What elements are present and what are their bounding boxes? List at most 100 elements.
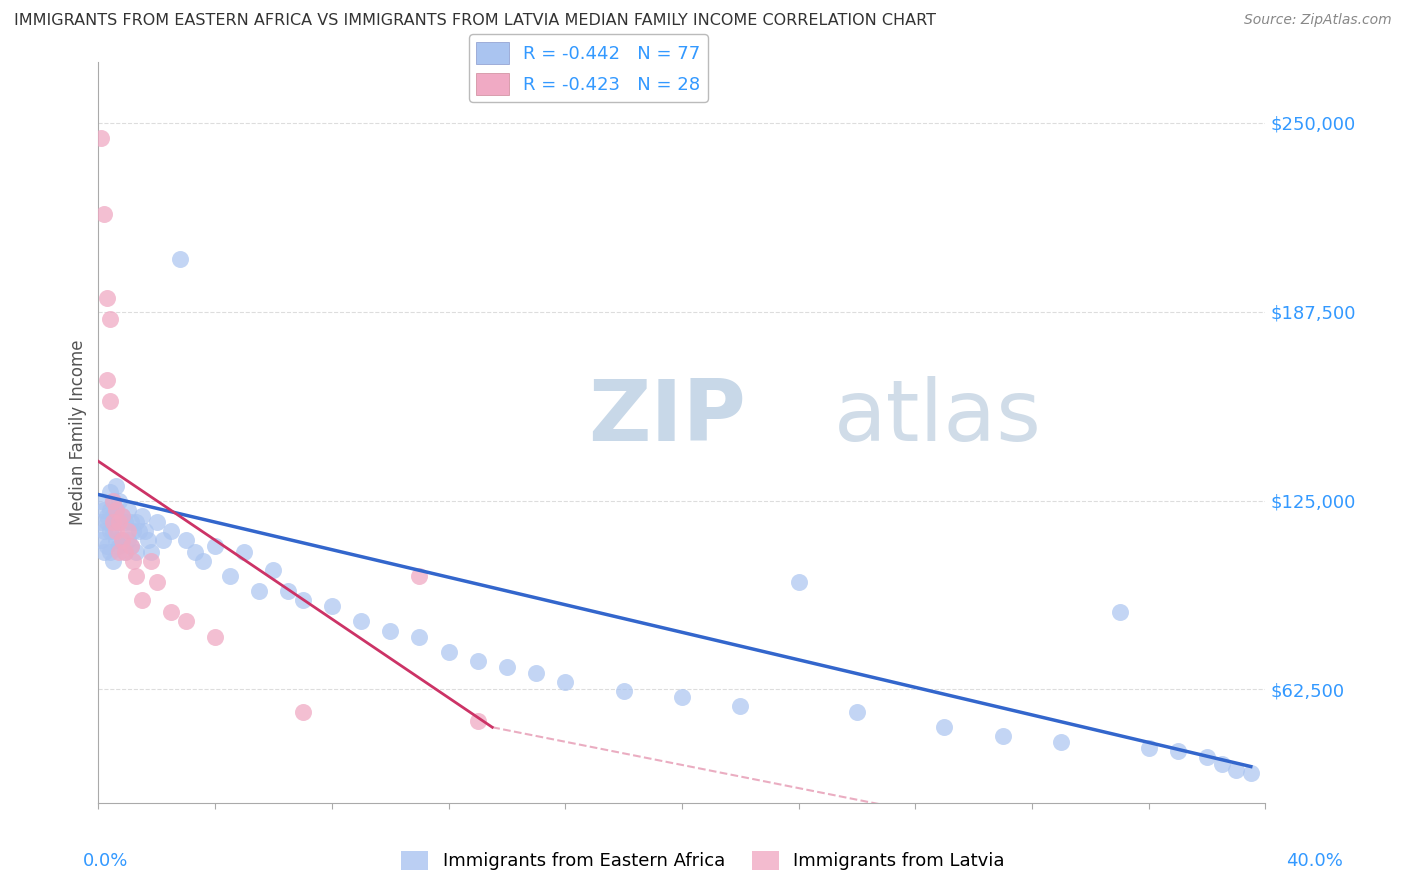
- Point: [98, 502, 121, 516]
- Point: [1211, 756, 1233, 771]
- Point: [90, 533, 112, 547]
- Point: [90, 493, 112, 508]
- Point: [93, 524, 115, 538]
- Point: [1167, 744, 1189, 758]
- Point: [554, 674, 576, 689]
- Point: [90, 515, 112, 529]
- Point: [218, 569, 240, 583]
- Point: [1137, 741, 1160, 756]
- Point: [1225, 763, 1247, 777]
- Point: [101, 524, 124, 538]
- Point: [101, 554, 124, 568]
- Point: [134, 524, 156, 538]
- Point: [120, 515, 142, 529]
- Point: [408, 630, 430, 644]
- Point: [111, 508, 134, 523]
- Point: [277, 584, 299, 599]
- Legend: Immigrants from Eastern Africa, Immigrants from Latvia: Immigrants from Eastern Africa, Immigran…: [394, 844, 1012, 878]
- Point: [160, 524, 183, 538]
- Point: [117, 533, 139, 547]
- Point: [122, 554, 145, 568]
- Point: [104, 502, 127, 516]
- Point: [122, 524, 145, 538]
- Point: [96, 515, 118, 529]
- Point: [125, 515, 148, 529]
- Point: [291, 593, 314, 607]
- Point: [1108, 606, 1130, 620]
- Point: [96, 539, 118, 553]
- Point: [174, 615, 197, 629]
- Point: [101, 508, 124, 523]
- Point: [98, 484, 121, 499]
- Point: [146, 515, 169, 529]
- Point: [111, 508, 134, 523]
- Point: [128, 524, 150, 538]
- Text: atlas: atlas: [834, 376, 1042, 459]
- Legend: R = -0.442   N = 77, R = -0.423   N = 28: R = -0.442 N = 77, R = -0.423 N = 28: [470, 35, 707, 102]
- Point: [96, 508, 118, 523]
- Point: [125, 569, 148, 583]
- Point: [108, 493, 131, 508]
- Point: [291, 705, 314, 719]
- Point: [101, 493, 124, 508]
- Text: 0.0%: 0.0%: [83, 852, 128, 870]
- Point: [93, 206, 115, 220]
- Text: ZIP: ZIP: [589, 376, 747, 459]
- Point: [350, 615, 373, 629]
- Point: [120, 539, 142, 553]
- Point: [139, 554, 162, 568]
- Point: [125, 545, 148, 559]
- Point: [408, 569, 430, 583]
- Point: [98, 524, 121, 538]
- Point: [90, 131, 112, 145]
- Point: [247, 584, 270, 599]
- Point: [787, 575, 810, 590]
- Point: [467, 654, 489, 668]
- Point: [496, 660, 519, 674]
- Point: [160, 606, 183, 620]
- Point: [139, 545, 162, 559]
- Point: [467, 714, 489, 729]
- Point: [104, 524, 127, 538]
- Point: [98, 545, 121, 559]
- Point: [671, 690, 693, 704]
- Point: [117, 524, 139, 538]
- Point: [183, 545, 205, 559]
- Point: [93, 502, 115, 516]
- Point: [101, 515, 124, 529]
- Point: [114, 515, 136, 529]
- Point: [262, 563, 284, 577]
- Point: [98, 312, 121, 326]
- Point: [174, 533, 197, 547]
- Point: [934, 720, 956, 734]
- Point: [93, 545, 115, 559]
- Point: [846, 705, 869, 719]
- Point: [1195, 750, 1218, 764]
- Point: [193, 554, 215, 568]
- Text: 40.0%: 40.0%: [1286, 852, 1343, 870]
- Y-axis label: Median Family Income: Median Family Income: [69, 340, 87, 525]
- Point: [204, 539, 226, 553]
- Point: [152, 533, 174, 547]
- Point: [108, 515, 131, 529]
- Point: [96, 373, 118, 387]
- Point: [730, 699, 752, 714]
- Point: [111, 533, 134, 547]
- Point: [131, 508, 153, 523]
- Point: [321, 599, 343, 614]
- Point: [101, 493, 124, 508]
- Point: [380, 624, 402, 638]
- Point: [131, 593, 153, 607]
- Point: [98, 393, 121, 408]
- Point: [104, 502, 127, 516]
- Point: [114, 545, 136, 559]
- Point: [111, 533, 134, 547]
- Point: [233, 545, 256, 559]
- Point: [108, 515, 131, 529]
- Point: [104, 533, 127, 547]
- Point: [146, 575, 169, 590]
- Point: [612, 684, 634, 698]
- Point: [1240, 765, 1263, 780]
- Point: [96, 291, 118, 305]
- Point: [524, 665, 547, 680]
